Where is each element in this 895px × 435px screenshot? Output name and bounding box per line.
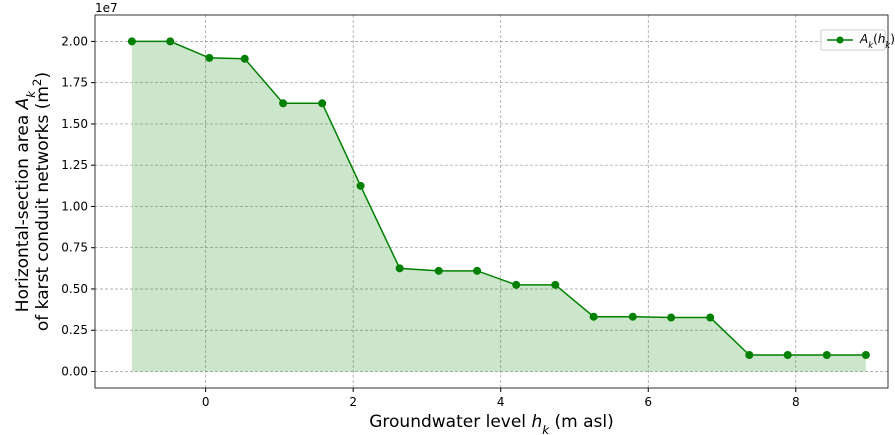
marker [589,312,598,321]
x-tick-label: 8 [792,395,800,409]
y-axis-label: of karst conduit networks (m2) [30,72,53,331]
marker [395,264,404,273]
x-tick-label: 0 [202,395,210,409]
marker [628,312,637,321]
y-tick-label: 1.25 [61,158,88,172]
y-tick-label: 1.75 [61,76,88,90]
y-tick-label: 1.00 [61,199,88,213]
y-axis-label: Horizontal-section area Ak [13,90,38,313]
x-axis-label: Groundwater level hk (m asl) [369,412,614,435]
marker [861,350,870,359]
y-tick-label: 0.25 [61,323,88,337]
marker [279,99,288,108]
marker [434,266,443,275]
marker [512,280,521,289]
marker [551,280,560,289]
marker [318,99,327,108]
x-tick-label: 6 [644,395,652,409]
marker [166,37,175,46]
marker [205,53,214,62]
marker [783,350,792,359]
marker [240,54,249,63]
y-tick-label: 0.75 [61,241,88,255]
marker [667,313,676,322]
marker [127,37,136,46]
y-tick-label: 2.00 [61,34,88,48]
x-tick-label: 2 [349,395,357,409]
line [131,40,866,356]
marker [473,266,482,275]
marker [745,350,754,359]
y-offset-label: 1e7 [95,1,118,15]
marker [356,181,365,190]
marker [706,313,715,322]
y-tick-label: 0.00 [61,364,88,378]
marker [822,350,831,359]
plot-frame [94,14,889,389]
y-tick-label: 0.50 [61,282,88,296]
area [131,41,866,372]
x-tick-label: 4 [497,395,505,409]
y-tick-label: 1.50 [61,117,88,131]
legend-marker [836,36,844,44]
